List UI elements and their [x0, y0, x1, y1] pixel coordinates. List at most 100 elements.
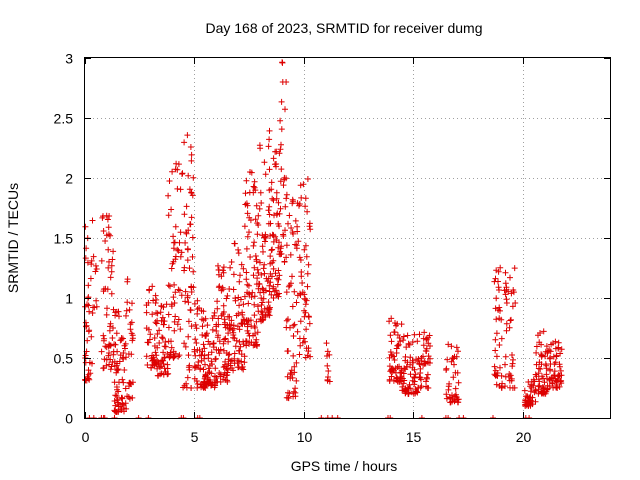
data-point	[297, 318, 304, 325]
data-point	[122, 345, 128, 352]
data-point	[270, 295, 277, 301]
data-point	[165, 311, 172, 318]
data-point	[409, 364, 416, 371]
data-point	[288, 371, 295, 378]
data-point	[145, 299, 152, 306]
data-point	[252, 216, 259, 223]
data-point	[266, 312, 273, 319]
data-point-zero	[490, 415, 496, 419]
data-point	[155, 360, 162, 367]
data-point	[171, 300, 178, 306]
data-point	[493, 372, 500, 379]
data-point	[395, 341, 402, 348]
data-point	[85, 282, 92, 289]
data-point	[107, 342, 113, 349]
data-point	[541, 379, 548, 386]
data-point	[539, 384, 546, 390]
data-point	[158, 302, 165, 309]
data-point	[82, 352, 89, 359]
data-point	[424, 371, 431, 378]
data-point	[214, 298, 221, 305]
data-point	[234, 357, 241, 364]
data-point	[112, 312, 119, 319]
data-point	[205, 351, 212, 358]
data-point	[203, 382, 210, 389]
data-point	[187, 144, 194, 150]
data-point	[172, 313, 179, 320]
data-point	[301, 246, 308, 253]
y-tick-label: 1	[65, 291, 73, 307]
data-point	[194, 310, 201, 317]
data-point	[449, 398, 456, 405]
data-point	[260, 248, 266, 255]
data-point	[175, 161, 182, 168]
data-point	[243, 245, 250, 252]
data-point	[455, 348, 461, 355]
data-point	[251, 239, 258, 246]
data-point	[182, 343, 189, 350]
data-point	[246, 332, 253, 339]
data-point	[112, 392, 119, 399]
data-point	[127, 321, 134, 328]
data-point	[227, 326, 233, 333]
data-point	[88, 333, 95, 340]
data-point	[290, 322, 297, 329]
data-point	[302, 338, 308, 345]
data-point	[181, 340, 188, 347]
data-point	[493, 295, 500, 302]
data-point	[443, 367, 450, 373]
data-point	[521, 387, 528, 394]
data-point	[275, 267, 282, 274]
data-point	[307, 353, 314, 360]
data-point	[551, 368, 558, 375]
data-point	[282, 106, 288, 113]
data-point	[547, 348, 554, 355]
data-point	[198, 352, 205, 358]
data-point	[164, 371, 171, 378]
data-point	[495, 278, 501, 285]
data-point	[554, 385, 561, 391]
data-point	[105, 352, 112, 359]
data-point	[98, 348, 105, 355]
data-point	[251, 301, 258, 308]
data-point	[148, 364, 155, 371]
data-point	[254, 266, 261, 273]
data-point	[106, 361, 113, 368]
chart-title: Day 168 of 2023, SRMTID for receiver dum…	[205, 20, 482, 36]
data-point	[220, 364, 227, 371]
data-point	[245, 330, 252, 337]
data-point	[124, 278, 131, 285]
data-point	[159, 314, 166, 321]
data-point	[393, 350, 400, 356]
data-point	[190, 174, 197, 181]
data-point	[297, 257, 304, 263]
data-point	[175, 316, 182, 323]
data-point	[220, 264, 227, 271]
data-point	[220, 309, 227, 315]
data-point	[239, 321, 246, 328]
data-point	[453, 344, 460, 351]
data-point	[286, 390, 293, 397]
data-point	[187, 307, 194, 314]
data-point	[397, 338, 404, 345]
data-point	[257, 145, 264, 152]
data-point	[261, 305, 268, 312]
data-point	[236, 326, 243, 333]
data-point	[275, 199, 282, 206]
data-point	[283, 242, 290, 249]
data-point	[177, 186, 184, 193]
data-point	[305, 345, 312, 352]
data-point	[152, 349, 159, 356]
data-point	[391, 329, 398, 336]
data-point	[420, 362, 427, 368]
data-point	[239, 364, 245, 371]
data-point	[270, 197, 277, 204]
data-point	[262, 231, 269, 238]
data-point	[152, 319, 159, 326]
data-point	[503, 327, 510, 334]
data-point	[214, 378, 221, 385]
data-point	[89, 310, 96, 316]
data-point	[255, 222, 262, 228]
data-point	[502, 373, 509, 380]
